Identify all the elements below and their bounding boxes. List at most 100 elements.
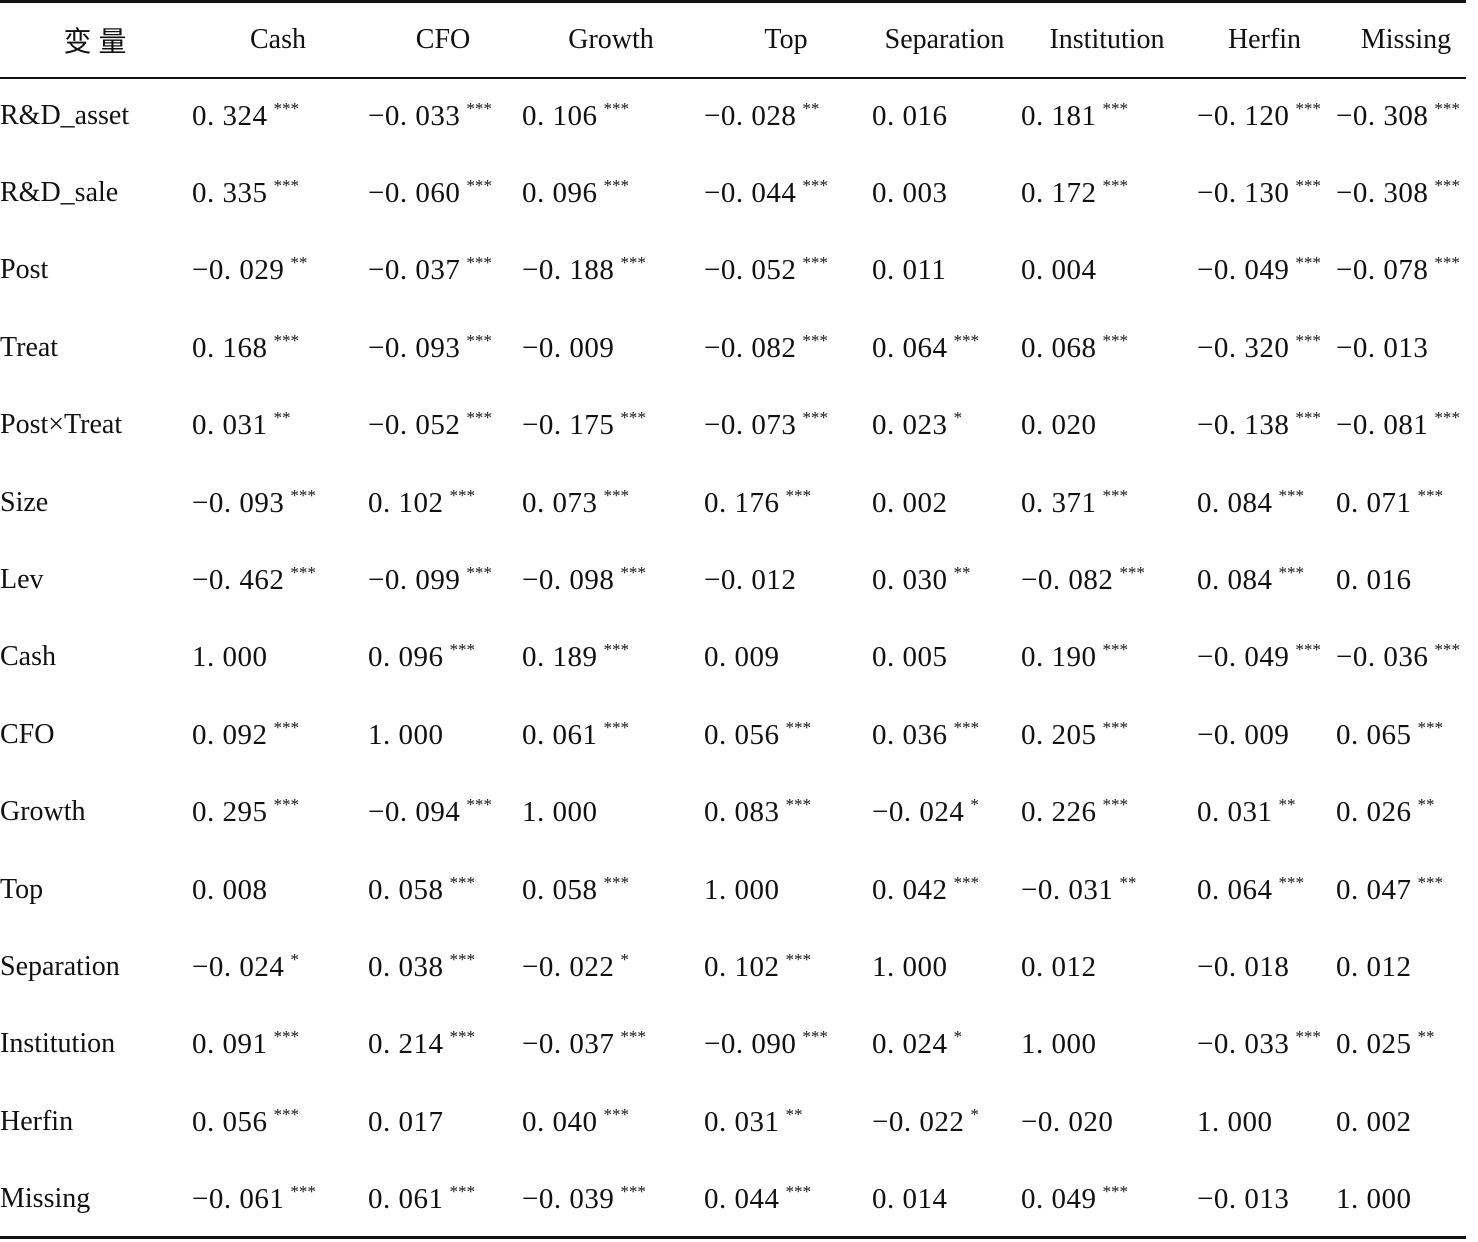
table-cell: 0. 324 ***: [190, 77, 366, 154]
table-cell: −0. 036 ***: [1334, 619, 1478, 696]
significance-stars: ***: [1102, 330, 1129, 350]
cell-content: 1. 000: [1197, 1105, 1279, 1139]
significance-stars: ***: [273, 717, 300, 737]
cell-content: 0. 031 **: [1197, 795, 1296, 829]
cell-content: 0. 096 ***: [368, 640, 475, 674]
correlation-value: 1. 000: [522, 796, 598, 829]
table-cell: 0. 023 *: [870, 387, 1019, 464]
table-cell: 1. 000: [870, 928, 1019, 1005]
table-cell: −0. 090 ***: [702, 1006, 870, 1083]
correlation-value: −0. 009: [1197, 718, 1290, 751]
table-cell: −0. 018: [1195, 928, 1334, 1005]
table-cell: 0. 014: [870, 1160, 1019, 1237]
correlation-value: 0. 371: [1021, 486, 1097, 519]
correlation-value: −0. 018: [1197, 950, 1290, 983]
cell-content: 0. 016: [872, 99, 954, 133]
table-cell: −0. 022 *: [870, 1083, 1019, 1160]
cell-content: −0. 188 ***: [522, 253, 646, 287]
significance-stars: ***: [1295, 253, 1321, 273]
cell-content: 0. 005: [872, 640, 954, 674]
table-cell: −0. 049 ***: [1195, 619, 1334, 696]
table-row: Lev −0. 462 *** −0. 099 *** −0. 098 *** −0. 012…: [0, 541, 1478, 618]
table-cell: 0. 091 ***: [190, 1006, 366, 1083]
significance-stars: ***: [1295, 176, 1321, 196]
table-cell: −0. 013: [1195, 1160, 1334, 1237]
table-cell: −0. 028 **: [702, 77, 870, 154]
significance-stars: ***: [603, 1104, 630, 1124]
correlation-value: 0. 031: [704, 1105, 780, 1138]
significance-stars: ***: [1417, 872, 1444, 892]
correlation-value: 0. 056: [704, 718, 780, 751]
cell-content: 0. 071 ***: [1336, 486, 1443, 520]
correlation-value: 0. 017: [368, 1105, 444, 1138]
table-cell: −0. 012: [702, 541, 870, 618]
correlation-value: 0. 065: [1336, 718, 1412, 751]
cell-content: 0. 189 ***: [522, 640, 629, 674]
correlation-value: 1. 000: [192, 641, 268, 674]
significance-stars: *: [620, 949, 629, 969]
cell-content: 0. 042 ***: [872, 873, 979, 907]
cell-content: 0. 335 ***: [192, 176, 299, 210]
table-row: Growth 0. 295 *** −0. 094 *** 1. 000 0. 083 ***…: [0, 774, 1478, 851]
correlation-value: −0. 320: [1197, 331, 1290, 364]
table-cell: −0. 462 ***: [190, 541, 366, 618]
table-cell: 0. 106 ***: [520, 77, 702, 154]
cell-content: 0. 020: [1021, 408, 1103, 442]
correlation-value: 0. 061: [368, 1183, 444, 1216]
cell-content: 0. 047 ***: [1336, 873, 1443, 907]
cell-content: 0. 295 ***: [192, 795, 299, 829]
correlation-value: 0. 102: [368, 486, 444, 519]
correlation-value: 0. 189: [522, 641, 598, 674]
significance-stars: ***: [785, 717, 812, 737]
table-cell: −0. 031 **: [1019, 851, 1195, 928]
table-cell: 0. 044 ***: [702, 1160, 870, 1237]
cell-content: −0. 130 ***: [1197, 176, 1321, 210]
table-cell: 1. 000: [520, 774, 702, 851]
significance-stars: ***: [466, 176, 492, 196]
correlation-value: 0. 005: [872, 641, 948, 674]
correlation-value: −0. 033: [1197, 1028, 1290, 1061]
correlation-value: 0. 102: [704, 950, 780, 983]
significance-stars: **: [1417, 1027, 1435, 1047]
table-cell: 0. 084 ***: [1195, 541, 1334, 618]
correlation-value: −0. 036: [1336, 641, 1429, 674]
cell-content: 0. 056 ***: [704, 718, 811, 752]
table-cell: 0. 031 **: [702, 1083, 870, 1160]
table-cell: −0. 033 ***: [366, 77, 520, 154]
top-rule: [0, 0, 1466, 3]
significance-stars: ***: [466, 408, 492, 428]
row-label: Size: [0, 486, 49, 518]
cell-content: 0. 092 ***: [192, 718, 299, 752]
cell-content: −0. 029 **: [192, 253, 307, 287]
significance-stars: ***: [466, 253, 492, 273]
correlation-value: 0. 190: [1021, 641, 1097, 674]
table-cell: 0. 226 ***: [1019, 774, 1195, 851]
table-cell: 0. 031 **: [190, 387, 366, 464]
table-cell: −0. 061 ***: [190, 1160, 366, 1237]
table-cell: 0. 205 ***: [1019, 696, 1195, 773]
significance-stars: ***: [1434, 176, 1460, 196]
row-label: Growth: [0, 796, 86, 828]
table-cell: 0. 030 **: [870, 541, 1019, 618]
significance-stars: ***: [449, 640, 476, 660]
table-cell: 0. 017: [366, 1083, 520, 1160]
correlation-value: 1. 000: [1336, 1183, 1412, 1216]
correlation-value: 0. 014: [872, 1183, 948, 1216]
significance-stars: ***: [1278, 563, 1305, 583]
cell-content: 0. 084 ***: [1197, 486, 1304, 520]
cell-content: 0. 031 **: [704, 1105, 803, 1139]
correlation-value: −0. 090: [704, 1028, 797, 1061]
correlation-value: 0. 003: [872, 177, 948, 210]
table-cell: 0. 058 ***: [520, 851, 702, 928]
table-cell: 0. 058 ***: [366, 851, 520, 928]
table-cell: 0. 068 ***: [1019, 309, 1195, 386]
cell-content: 0. 096 ***: [522, 176, 629, 210]
correlation-value: 0. 012: [1021, 950, 1097, 983]
header-rule: [0, 77, 1466, 79]
correlation-value: −0. 024: [192, 950, 285, 983]
row-label: Lev: [0, 564, 44, 596]
correlation-value: 0. 023: [872, 409, 948, 442]
row-label: Top: [0, 873, 44, 905]
cell-content: 0. 084 ***: [1197, 563, 1304, 597]
significance-stars: *: [290, 949, 299, 969]
